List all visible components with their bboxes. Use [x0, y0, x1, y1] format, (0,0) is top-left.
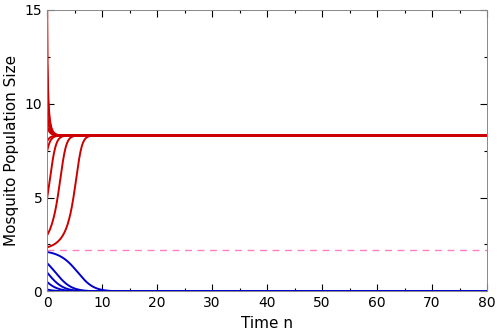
X-axis label: Time n: Time n [241, 316, 293, 331]
Y-axis label: Mosquito Population Size: Mosquito Population Size [4, 55, 19, 246]
